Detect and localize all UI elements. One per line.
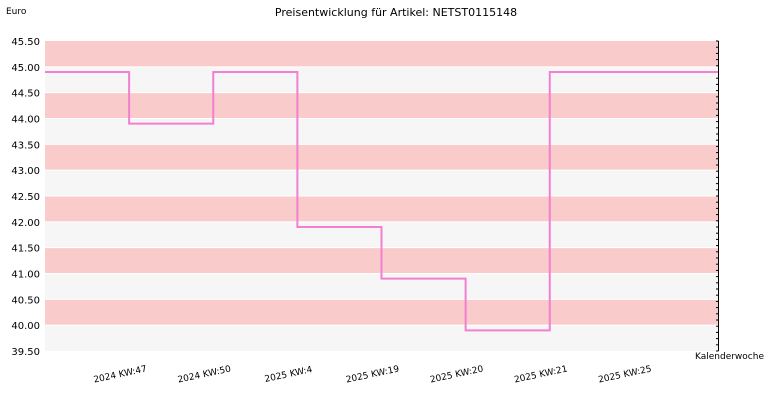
y-tick-label: 43.50 (11, 140, 40, 151)
x-tick-label: 2025 KW:21 (513, 365, 568, 386)
y-tick-label: 44.50 (11, 89, 40, 100)
y-tick-label: 44.00 (11, 115, 40, 126)
background-bands (45, 41, 718, 351)
y-tick-label: 43.00 (11, 166, 40, 177)
price-series (45, 71, 718, 332)
x-axis-label: Kalenderwoche (695, 352, 764, 362)
y-tick-label: 42.50 (11, 192, 40, 203)
x-tick-label: 2025 KW:4 (264, 365, 314, 385)
grid-band (45, 144, 718, 171)
grid-band (45, 118, 718, 145)
grid-band (45, 325, 718, 351)
y-tick-label: 45.00 (11, 63, 40, 74)
y-axis-ticks: 45.50 45.00 44.50 44.00 43.50 43.00 42.50 42.00… (11, 37, 40, 358)
x-tick-label: 2025 KW:19 (345, 364, 400, 385)
x-tick-label: 2024 KW:50 (177, 364, 232, 385)
grid-band (45, 170, 718, 196)
y-tick-label: 40.00 (11, 321, 40, 332)
y-tick-label: 41.50 (11, 244, 40, 255)
x-tick-label: 2025 KW:20 (429, 364, 484, 385)
y-tick-label: 39.50 (11, 347, 40, 358)
grid-band (45, 92, 718, 119)
y-axis-label: Euro (6, 7, 27, 17)
chart-title: Preisentwicklung für Artikel: NETST01151… (275, 6, 517, 19)
y-tick-label: 45.50 (11, 37, 40, 48)
price-step-line (45, 71, 718, 332)
y-tick-label: 42.00 (11, 218, 40, 229)
grid-band (45, 196, 718, 222)
y-tick-label: 41.00 (11, 270, 40, 281)
grid-band (45, 66, 718, 93)
grid-band (45, 41, 718, 67)
axes (716, 40, 719, 352)
x-axis-labels: 2024 KW:47 2024 KW:50 2025 KW:4 2025 KW:19 2… (93, 364, 653, 385)
x-tick-label: 2024 KW:47 (93, 365, 148, 386)
y-tick-label: 40.50 (11, 295, 40, 306)
x-tick-label: 2025 KW:25 (597, 365, 652, 386)
grid-band (45, 299, 718, 326)
